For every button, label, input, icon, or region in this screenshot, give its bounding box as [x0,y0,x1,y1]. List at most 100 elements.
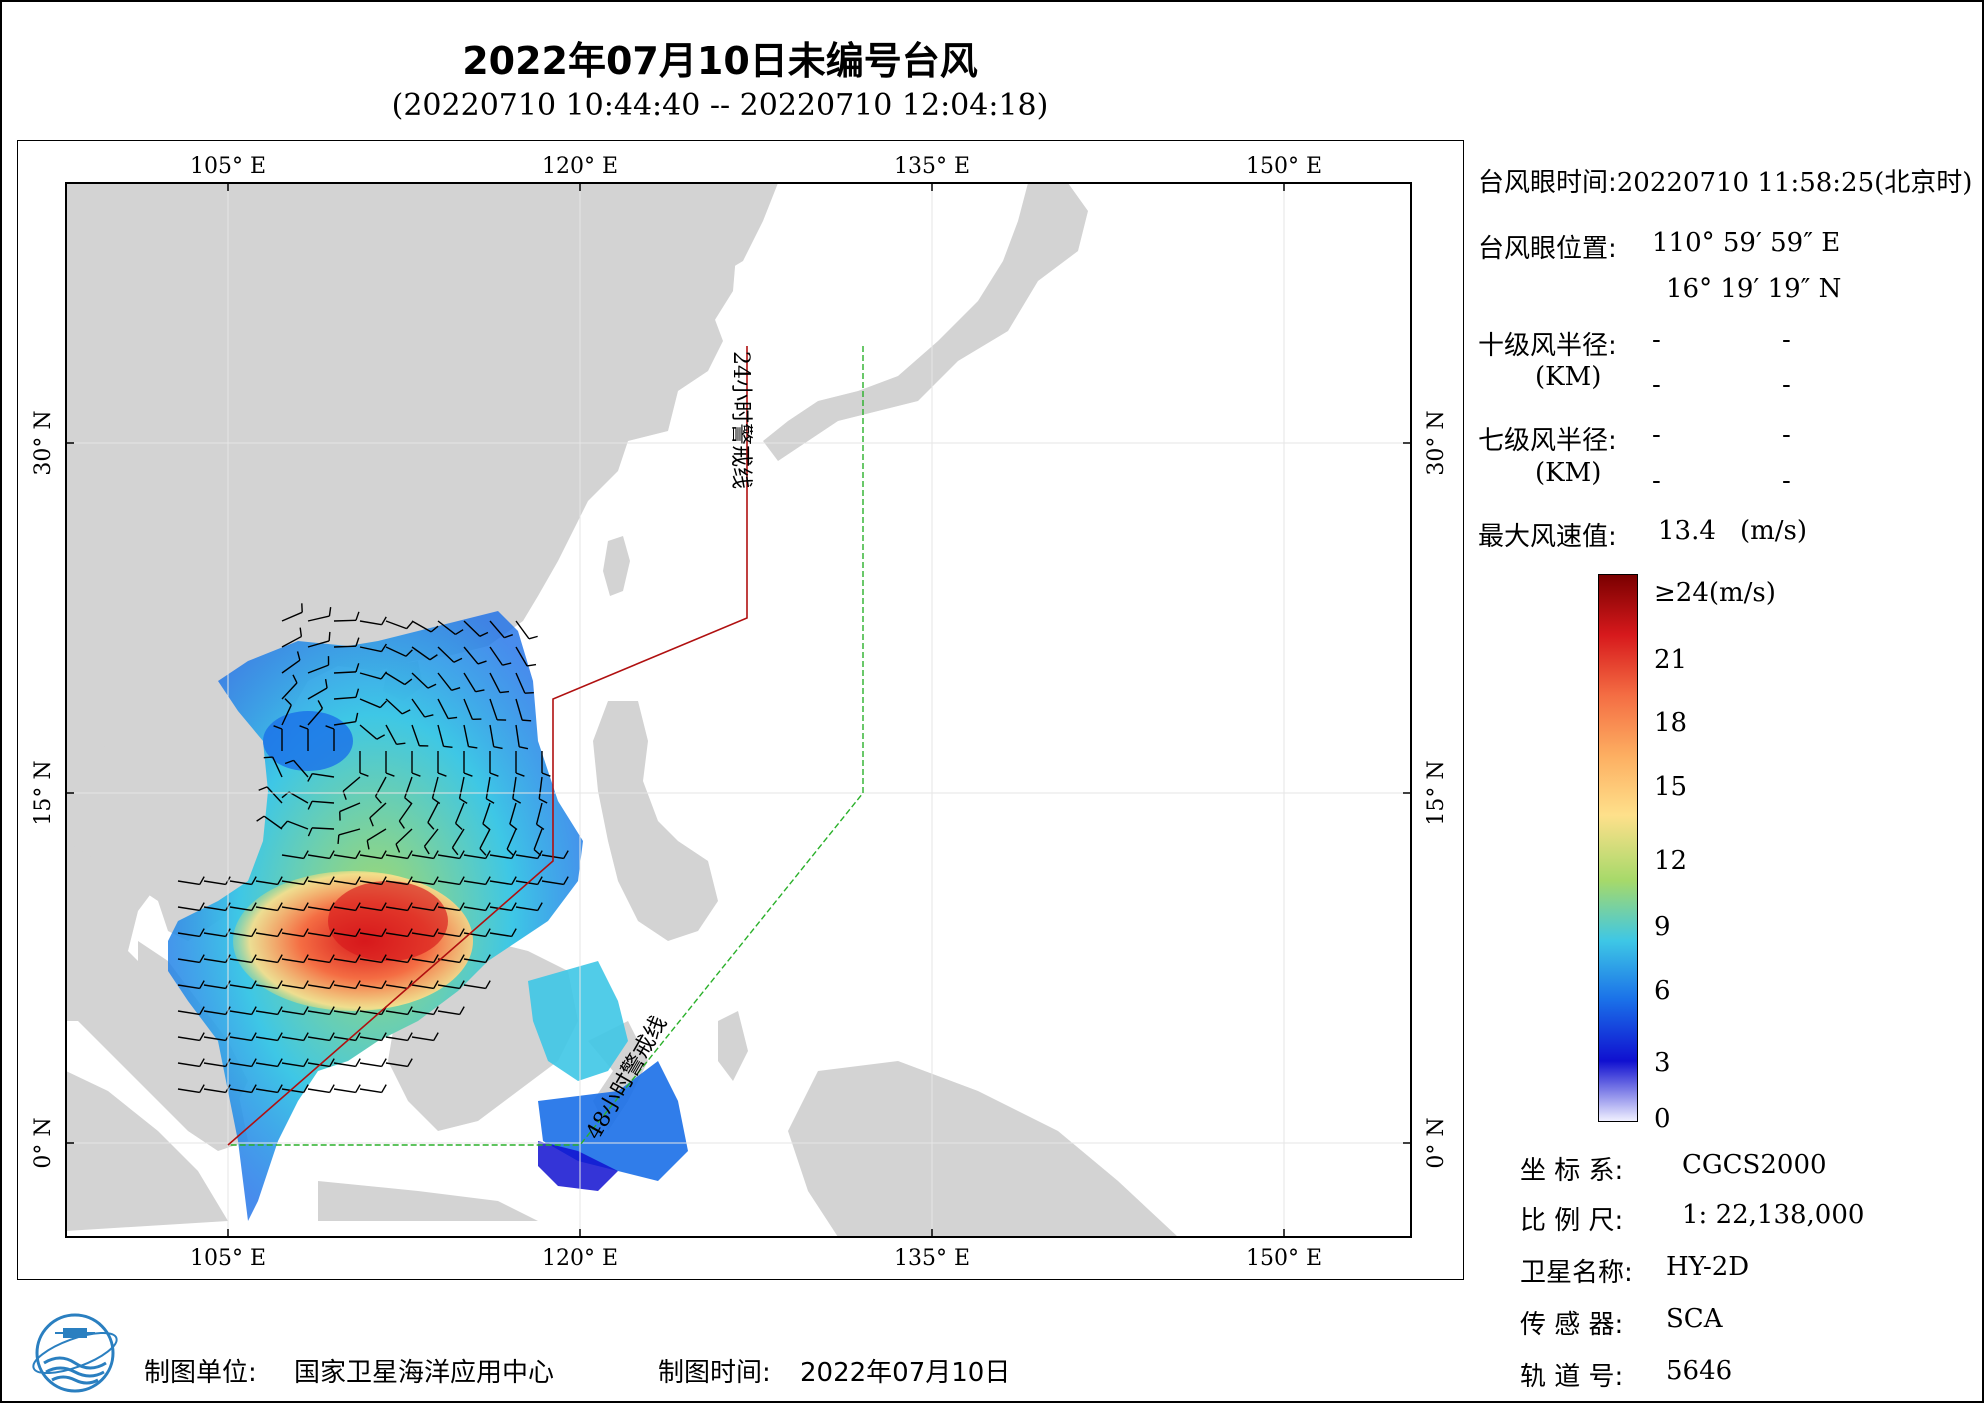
wind-barb [333,854,356,860]
wind-barb-feather [329,954,335,963]
wind-barb-feather [459,928,465,937]
eye-pos-label: 台风眼位置: [1478,234,1617,264]
wind-barb-feather [522,719,532,722]
lon-label-bottom-105: 105° E [190,1246,266,1271]
wind-barb [229,1088,252,1094]
wind-barb-feather [407,876,413,885]
wind-barb-feather [433,876,439,885]
wind-barb [359,620,382,626]
wind-barb [437,1010,460,1016]
wind-barb [395,828,413,845]
wind-barb [255,984,278,990]
wind-barb-feather [499,690,510,694]
wind-barb [281,682,298,700]
wind-barb-feather [277,1058,283,1067]
wind-barb-feather [485,798,495,804]
wind-barb [229,1062,252,1068]
wind-barb-feather [468,745,478,749]
wind-barb-feather [423,845,430,855]
wind-barb-feather [407,928,413,937]
map-panel[interactable]: 24小时警戒线 48小时警戒线 105° E 120° E 135° E 150… [17,140,1464,1280]
wind-barb [229,880,252,886]
wind-barb-feather [405,649,413,657]
wind-barb [515,672,526,694]
wind-barb [404,776,413,798]
wind-barb [281,854,304,860]
wind-barb-feather [459,954,465,963]
wind-barb-feather [427,683,437,689]
wind-barb-feather [451,847,459,856]
wind-barb [489,932,512,938]
wind-barb [485,776,491,799]
wind-barb [489,620,505,639]
wind-barb [281,1010,304,1016]
wind-barb-feather [251,928,257,937]
wind-barb [255,1088,278,1094]
max-wind-unit: (m/s) [1740,516,1808,546]
wind-barb-feather [251,954,257,963]
wind-barb [203,984,226,990]
land-sumatra [66,1071,228,1231]
wind-barb-feather [511,850,517,859]
wind-barb-feather [406,621,414,630]
r10-dash-1: - [1652,325,1661,355]
wind-barb-feather [251,1032,257,1041]
wind-barb-feather [477,660,487,665]
wind-barb [515,620,530,640]
wind-barb-feather [407,1032,413,1041]
line-24h-warning [227,346,748,1146]
wind-barb [333,1036,356,1042]
wind-barb [255,1010,278,1016]
wind-barb [281,958,304,964]
wind-barb [307,984,330,990]
wind-barb-feather [482,823,491,831]
wind-swath [168,611,698,1279]
wind-barb [307,615,330,622]
wind-barb-feather [396,742,406,746]
wind-barb [333,1088,356,1094]
wind-barb-feather [411,772,421,777]
wind-barb-feather [277,928,283,937]
wind-barb-feather [433,980,439,989]
wind-barb [411,880,434,886]
wind-barb-feather [424,714,434,718]
wind-barb [506,828,517,850]
wind-barb [437,984,460,990]
wind-barb [293,759,309,778]
wind-barb-feather [381,876,387,885]
max-wind-value: 13.4 [1658,516,1716,546]
lat-label-right-15: 15° N [1424,760,1449,825]
wind-barb [203,1062,226,1068]
wind-barb [515,854,538,860]
colorbar-label-24: ≥24(m/s) [1654,578,1776,608]
wind-barb [177,906,200,912]
wind-barb [411,906,434,912]
wind-barb-feather [376,734,386,740]
wind-barb [385,984,408,990]
wind-barb [489,646,504,666]
land-new-guinea [788,1061,1178,1237]
wind-map[interactable]: 24小时警戒线 48小时警戒线 105° E 120° E 135° E 150… [18,141,1463,1279]
wind-barb-feather [451,687,461,692]
wind-barb-feather [355,902,361,911]
wind-barb [489,880,512,886]
wind-barb [385,854,408,860]
r7-dash-2: - [1782,420,1791,450]
wind-barb [307,687,328,700]
r7-dash-4: - [1782,466,1791,496]
wind-barb-feather [479,631,489,637]
orbit-value: 5646 [1666,1356,1733,1386]
swath-fragment [678,1261,698,1279]
wind-barb-feather [537,876,543,885]
wind-barb-feather [329,928,335,937]
wind-barb-feather [429,654,438,661]
colorbar-label-18: 18 [1654,708,1688,738]
wind-barb-feather [381,1058,387,1067]
wind-barb-feather [511,928,517,937]
wind-barb [463,620,481,637]
wind-barb-feather [401,709,411,715]
wind-barb [366,828,387,842]
wind-barb [411,724,420,746]
wind-barb [437,646,455,663]
wind-barb-feather [303,954,309,963]
